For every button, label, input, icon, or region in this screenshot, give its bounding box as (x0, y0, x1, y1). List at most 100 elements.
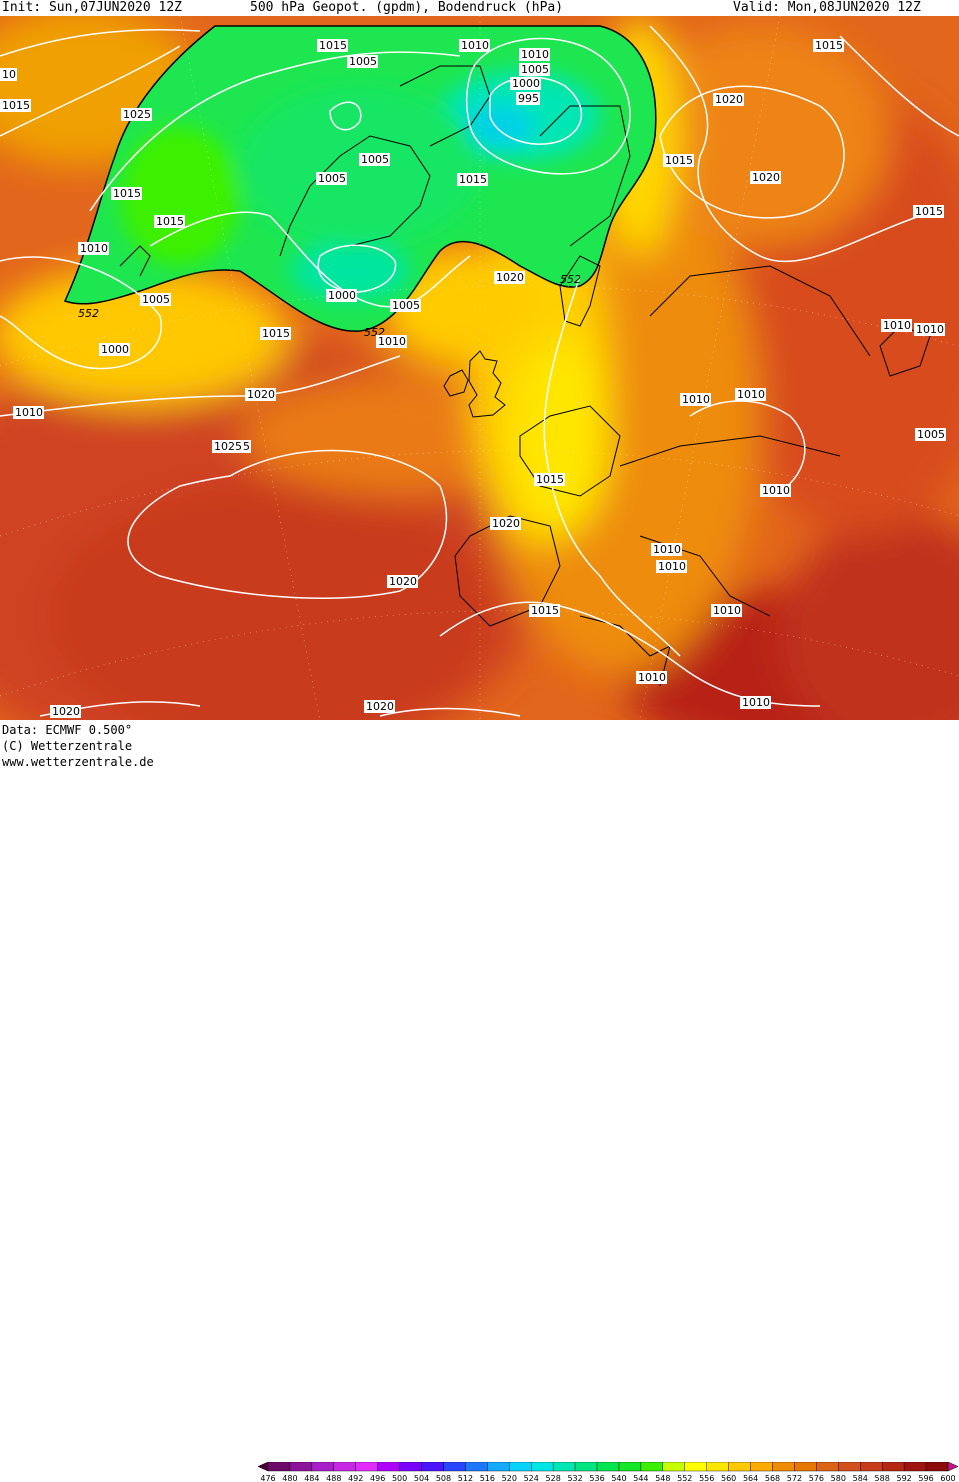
legend-tick-label: 476 (260, 1474, 275, 1482)
isobar-label: 1010 (651, 543, 682, 556)
legend-swatch (465, 1462, 488, 1472)
isobar-label: 1010 (519, 48, 550, 61)
isobar-label: 1010 (459, 39, 490, 52)
svg-text:1010: 1010 (461, 39, 489, 52)
legend-swatch (838, 1462, 861, 1472)
isobar-label: 1020 (490, 517, 521, 530)
legend-tick-label: 584 (853, 1474, 868, 1482)
svg-text:1010: 1010 (737, 388, 765, 401)
legend-swatch (794, 1462, 817, 1472)
legend-swatch (640, 1462, 664, 1472)
svg-text:1010: 1010 (15, 406, 43, 419)
isobar-label: 1020 (245, 388, 276, 401)
weather-map: 552 552 552 1015 101010051010101510101510… (0, 16, 959, 720)
website: www.wetterzentrale.de (2, 755, 154, 769)
legend-swatch (706, 1462, 729, 1472)
svg-text:1010: 1010 (521, 48, 549, 61)
isobar-label: 1010 (914, 323, 945, 336)
contour-label-552: 552 (560, 273, 581, 286)
legend-tick-label: 536 (589, 1474, 604, 1482)
svg-text:1010: 1010 (682, 393, 710, 406)
isobar-label: 1005 (915, 428, 946, 441)
legend-swatch (289, 1462, 313, 1472)
legend-max-arrow (947, 1462, 958, 1472)
isobar-label: 1010 (711, 604, 742, 617)
legend-tick-label: 592 (896, 1474, 911, 1482)
legend-tick-label: 540 (611, 1474, 626, 1482)
isobar-label: 1010 (636, 671, 667, 684)
svg-text:1010: 1010 (378, 335, 406, 348)
svg-text:1010: 1010 (713, 604, 741, 617)
svg-text:1005: 1005 (521, 63, 549, 76)
svg-text:1015: 1015 (156, 215, 184, 228)
valid-time: Valid: Mon,08JUN2020 12Z (733, 0, 921, 15)
isobar-label: 1015 (534, 473, 565, 486)
svg-text:1020: 1020 (492, 517, 520, 530)
legend-tick-label: 520 (502, 1474, 517, 1482)
svg-text:1005: 1005 (361, 153, 389, 166)
svg-text:1000: 1000 (328, 289, 356, 302)
isobar-label: 1015 (457, 173, 488, 186)
svg-text:1020: 1020 (496, 271, 524, 284)
legend-tick-label: 576 (809, 1474, 824, 1482)
copyright: (C) Wetterzentrale (2, 739, 133, 753)
isobar-label: 1010 (680, 393, 711, 406)
isobar-label: 1010 (656, 560, 687, 573)
svg-text:1010: 1010 (762, 484, 790, 497)
legend-swatch (750, 1462, 773, 1472)
isobar-label: 1005 (140, 293, 171, 306)
legend-tick-label: 504 (414, 1474, 429, 1482)
isobar-label: 1020 (50, 705, 81, 718)
isobar-label: 1010 (13, 406, 44, 419)
isobar-label: 1010 (735, 388, 766, 401)
legend-tick-label: 568 (765, 1474, 780, 1482)
isobar-label: 1005 (316, 172, 347, 185)
legend-swatch (267, 1462, 291, 1472)
svg-text:995: 995 (518, 92, 539, 105)
svg-text:1005: 1005 (392, 299, 420, 312)
isobar-label: 1020 (750, 171, 781, 184)
isobar-label: 1010 (760, 484, 791, 497)
legend-min-arrow (258, 1462, 269, 1472)
isobar-label: 1015 (154, 215, 185, 228)
svg-text:1010: 1010 (638, 671, 666, 684)
legend-tick-label: 572 (787, 1474, 802, 1482)
isobar-label: 1005 (347, 55, 378, 68)
isobar-label: 1010 (376, 335, 407, 348)
legend-swatch (552, 1462, 576, 1472)
legend-tick-label: 552 (677, 1474, 692, 1482)
legend-tick-label: 556 (699, 1474, 714, 1482)
legend-tick-label: 484 (304, 1474, 319, 1482)
svg-text:1015: 1015 (262, 327, 290, 340)
chart-footer: Data: ECMWF 0.500° (C) Wetterzentrale ww… (0, 720, 959, 1482)
svg-text:1000: 1000 (512, 77, 540, 90)
legend-swatch (684, 1462, 707, 1472)
svg-text:1015: 1015 (536, 473, 564, 486)
isobar-label: 10 (0, 68, 17, 81)
isobar-label: 1020 (713, 93, 744, 106)
geopotential-field (0, 16, 959, 720)
svg-text:1025: 1025 (123, 108, 151, 121)
svg-text:1020: 1020 (52, 705, 80, 718)
isobar-label: 1020 (494, 271, 525, 284)
isobar-label: 1010 (740, 696, 771, 709)
svg-text:1015: 1015 (113, 187, 141, 200)
isobar-label: 1020 (387, 575, 418, 588)
legend-tick-label: 500 (392, 1474, 407, 1482)
svg-text:1010: 1010 (80, 242, 108, 255)
svg-text:1005: 1005 (917, 428, 945, 441)
legend-swatch (311, 1462, 335, 1472)
isobar-label: 1015 (813, 39, 844, 52)
legend-tick-label: 564 (743, 1474, 758, 1482)
legend-swatch (816, 1462, 839, 1472)
isobar-label: 995 (516, 92, 540, 105)
legend-swatch (487, 1462, 510, 1472)
legend-tick-label: 588 (875, 1474, 890, 1482)
legend-tick-label: 532 (567, 1474, 582, 1482)
svg-text:1015: 1015 (815, 39, 843, 52)
svg-text:1020: 1020 (389, 575, 417, 588)
legend-swatch (355, 1462, 378, 1472)
graticule (0, 16, 959, 720)
legend-tick-label: 548 (655, 1474, 670, 1482)
svg-text:1015: 1015 (915, 205, 943, 218)
